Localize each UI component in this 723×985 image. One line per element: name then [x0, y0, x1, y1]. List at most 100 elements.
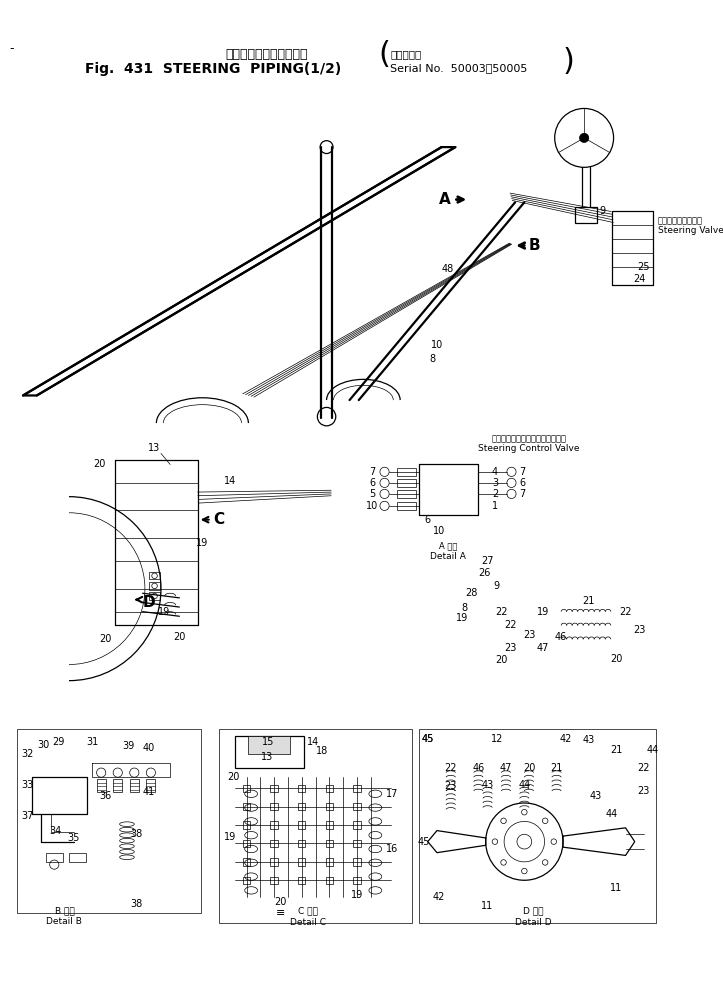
Bar	[298, 785, 305, 792]
Text: 28: 28	[466, 588, 478, 598]
Text: 46: 46	[555, 632, 568, 642]
Bar	[270, 858, 278, 866]
Text: 45: 45	[422, 734, 434, 744]
Text: (: (	[379, 39, 390, 69]
Text: 22: 22	[620, 607, 632, 617]
Text: 38: 38	[130, 899, 142, 909]
Text: 13: 13	[148, 443, 161, 453]
Text: 19: 19	[455, 613, 468, 624]
Text: 14: 14	[307, 738, 319, 748]
Bar	[243, 858, 250, 866]
Text: 40: 40	[143, 743, 155, 753]
Bar	[243, 785, 250, 792]
Text: 10: 10	[367, 500, 379, 511]
Text: 13: 13	[261, 752, 273, 762]
Text: 10: 10	[431, 340, 443, 350]
Bar	[113, 779, 122, 792]
Text: 22: 22	[445, 763, 457, 773]
Text: 10: 10	[432, 526, 445, 536]
Text: 8: 8	[429, 354, 435, 363]
Polygon shape	[349, 202, 524, 400]
Bar	[325, 821, 333, 828]
Text: 46: 46	[472, 763, 484, 773]
Text: 20: 20	[227, 772, 239, 782]
Text: 32: 32	[22, 750, 34, 759]
Bar	[97, 779, 106, 792]
Text: 23: 23	[638, 786, 650, 796]
Text: 37: 37	[22, 811, 34, 821]
Text: Detail A: Detail A	[430, 552, 466, 560]
Text: 23: 23	[505, 643, 517, 653]
Polygon shape	[23, 147, 455, 395]
Bar	[270, 840, 278, 847]
Text: D 詳細: D 詳細	[523, 906, 544, 915]
Bar	[325, 840, 333, 847]
Circle shape	[521, 869, 527, 874]
Text: Steering Valve: Steering Valve	[658, 227, 723, 235]
Text: A 詳細: A 詳細	[439, 541, 457, 550]
Text: 39: 39	[123, 741, 135, 751]
Bar	[325, 858, 333, 866]
Text: B 詳細: B 詳細	[54, 906, 74, 915]
Text: A: A	[439, 192, 450, 207]
Circle shape	[521, 810, 527, 815]
Text: 45: 45	[417, 836, 429, 847]
Circle shape	[517, 834, 531, 849]
Text: 33: 33	[22, 779, 34, 790]
Text: 適用号機＾: 適用号機＾	[390, 49, 422, 59]
Bar	[129, 779, 139, 792]
Text: 31: 31	[86, 738, 98, 748]
Text: 27: 27	[482, 557, 494, 566]
Text: 16: 16	[386, 844, 398, 854]
Text: ステアリングパイピング: ステアリングパイピング	[226, 47, 308, 61]
Text: 43: 43	[482, 779, 494, 790]
Bar	[243, 803, 250, 811]
Text: 21: 21	[610, 745, 623, 755]
Text: 14: 14	[224, 476, 236, 486]
Bar	[219, 730, 412, 923]
Bar	[354, 785, 361, 792]
Text: 22: 22	[638, 763, 650, 773]
Text: Detail C: Detail C	[290, 918, 326, 927]
Bar	[419, 730, 656, 923]
Bar	[46, 853, 63, 862]
Bar	[298, 821, 305, 828]
Bar	[149, 592, 160, 600]
Text: 44: 44	[647, 745, 659, 755]
Bar	[398, 479, 416, 487]
Bar	[354, 840, 361, 847]
Bar	[298, 858, 305, 866]
Circle shape	[542, 860, 548, 865]
Text: 41: 41	[143, 787, 155, 797]
Text: 20: 20	[174, 632, 186, 642]
Text: Steering Control Valve: Steering Control Valve	[478, 444, 580, 453]
Bar	[149, 582, 160, 590]
Text: 21: 21	[550, 763, 562, 773]
Text: 43: 43	[583, 736, 595, 746]
Text: 6: 6	[369, 478, 376, 488]
Text: 17: 17	[386, 789, 399, 799]
Circle shape	[501, 819, 506, 823]
Text: 44: 44	[518, 779, 531, 790]
Text: 19: 19	[224, 832, 236, 842]
Text: ): )	[562, 47, 575, 76]
Text: 21: 21	[583, 596, 595, 606]
Text: 11: 11	[610, 883, 623, 892]
Text: 19: 19	[196, 538, 208, 548]
Circle shape	[580, 133, 589, 143]
Text: 20: 20	[100, 634, 112, 644]
Text: 44: 44	[606, 809, 618, 820]
Text: 43: 43	[590, 791, 602, 801]
Bar	[575, 207, 597, 224]
Text: 48: 48	[442, 264, 454, 275]
Text: 6: 6	[519, 478, 526, 488]
Bar	[243, 877, 250, 884]
Bar	[270, 821, 278, 828]
Bar	[354, 821, 361, 828]
Bar	[234, 736, 304, 768]
Bar	[17, 730, 200, 913]
Text: ステアリングコントロールバルプ: ステアリングコントロールバルプ	[492, 434, 566, 443]
Bar	[243, 840, 250, 847]
Bar	[270, 785, 278, 792]
Text: 23: 23	[445, 781, 457, 791]
